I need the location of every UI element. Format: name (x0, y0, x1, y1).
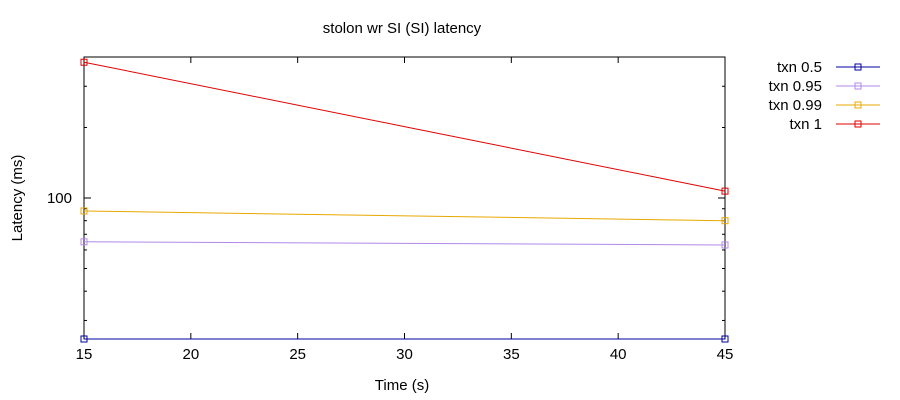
chart-title: stolon wr SI (SI) latency (323, 20, 482, 37)
legend: txn 0.5 txn 0.95 txn 0.99 txn 1 (769, 59, 880, 133)
y-axis-label: Latency (ms) (9, 155, 26, 242)
x-tick-label: 15 (76, 346, 93, 363)
legend-swatch-marker (854, 120, 862, 128)
data-point (721, 187, 729, 195)
series-line-1 (83, 241, 726, 246)
data-point (721, 241, 729, 249)
data-point (80, 58, 88, 66)
legend-swatch-marker (854, 101, 862, 109)
y-tick-label: 100 (47, 190, 72, 207)
series-line-2 (83, 210, 726, 222)
legend-label: txn 0.5 (777, 59, 822, 76)
legend-label: txn 0.95 (769, 78, 822, 95)
data-point (80, 335, 88, 343)
data-point (721, 217, 729, 225)
data-point (80, 207, 88, 215)
legend-swatch-marker (854, 82, 862, 90)
x-axis-label: Time (s) (375, 377, 429, 394)
legend-label: txn 1 (789, 116, 822, 133)
x-tick-label: 45 (717, 346, 734, 363)
x-tick-label: 25 (289, 346, 306, 363)
series-line-3 (83, 61, 726, 192)
legend-label: txn 0.99 (769, 97, 822, 114)
x-tick-label: 20 (182, 346, 199, 363)
y-axis: 100 (47, 85, 725, 321)
data-point (721, 335, 729, 343)
series-layer (80, 58, 729, 343)
x-tick-label: 40 (610, 346, 627, 363)
x-tick-label: 30 (396, 346, 413, 363)
x-axis: 15 20 25 30 35 40 45 (76, 57, 734, 363)
data-point (80, 238, 88, 246)
plot-frame (83, 56, 726, 340)
x-tick-label: 35 (503, 346, 520, 363)
legend-swatch-marker (854, 63, 862, 71)
